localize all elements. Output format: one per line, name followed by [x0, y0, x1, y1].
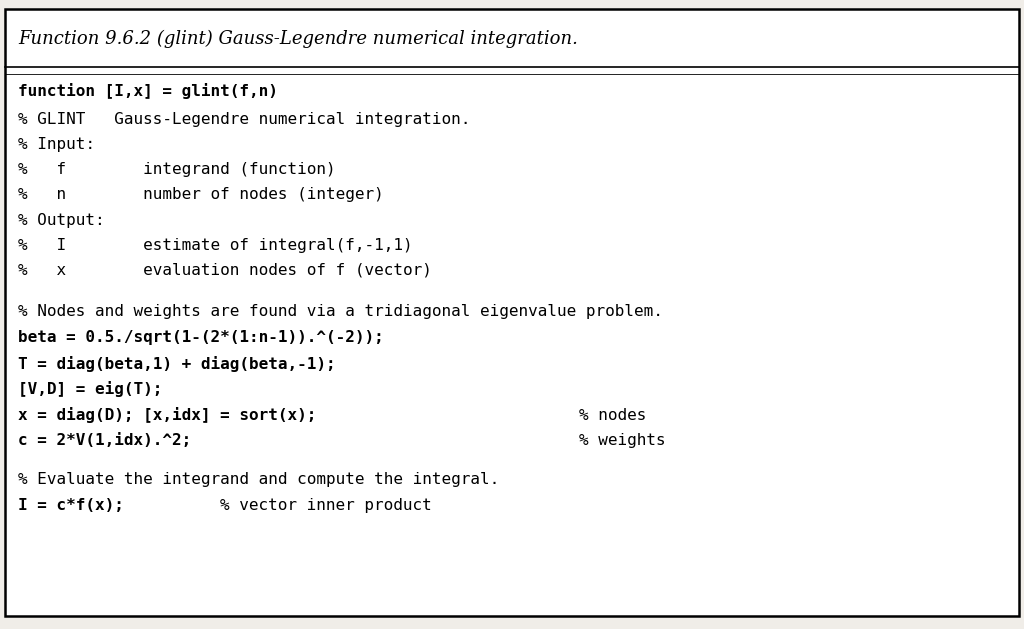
Text: % Nodes and weights are found via a tridiagonal eigenvalue problem.: % Nodes and weights are found via a trid…	[18, 304, 664, 319]
Text: I = c*f(x);: I = c*f(x);	[18, 498, 124, 513]
Text: x = diag(D); [x,idx] = sort(x);: x = diag(D); [x,idx] = sort(x);	[18, 407, 316, 423]
Text: % weights: % weights	[579, 433, 666, 448]
Text: % GLINT   Gauss-Legendre numerical integration.: % GLINT Gauss-Legendre numerical integra…	[18, 112, 471, 127]
Text: %   f        integrand (function): % f integrand (function)	[18, 162, 336, 177]
Text: %   I        estimate of integral(f,-1,1): % I estimate of integral(f,-1,1)	[18, 238, 413, 253]
Text: T = diag(beta,1) + diag(beta,-1);: T = diag(beta,1) + diag(beta,-1);	[18, 355, 336, 372]
Text: function [I,x] = glint(f,n): function [I,x] = glint(f,n)	[18, 83, 279, 99]
Text: %   x        evaluation nodes of f (vector): % x evaluation nodes of f (vector)	[18, 263, 432, 278]
Text: c = 2*V(1,idx).^2;: c = 2*V(1,idx).^2;	[18, 433, 191, 448]
Text: %   n        number of nodes (integer): % n number of nodes (integer)	[18, 187, 384, 203]
Text: [V,D] = eig(T);: [V,D] = eig(T);	[18, 381, 163, 398]
Text: % vector inner product: % vector inner product	[220, 498, 432, 513]
Text: % nodes: % nodes	[579, 408, 646, 423]
Text: Function 9.6.2 (glint) Gauss-Legendre numerical integration.: Function 9.6.2 (glint) Gauss-Legendre nu…	[18, 30, 579, 48]
Text: % Output:: % Output:	[18, 213, 105, 228]
Text: beta = 0.5./sqrt(1-(2*(1:n-1)).^(-2));: beta = 0.5./sqrt(1-(2*(1:n-1)).^(-2));	[18, 330, 384, 345]
Text: % Input:: % Input:	[18, 137, 95, 152]
Text: % Evaluate the integrand and compute the integral.: % Evaluate the integrand and compute the…	[18, 472, 500, 487]
